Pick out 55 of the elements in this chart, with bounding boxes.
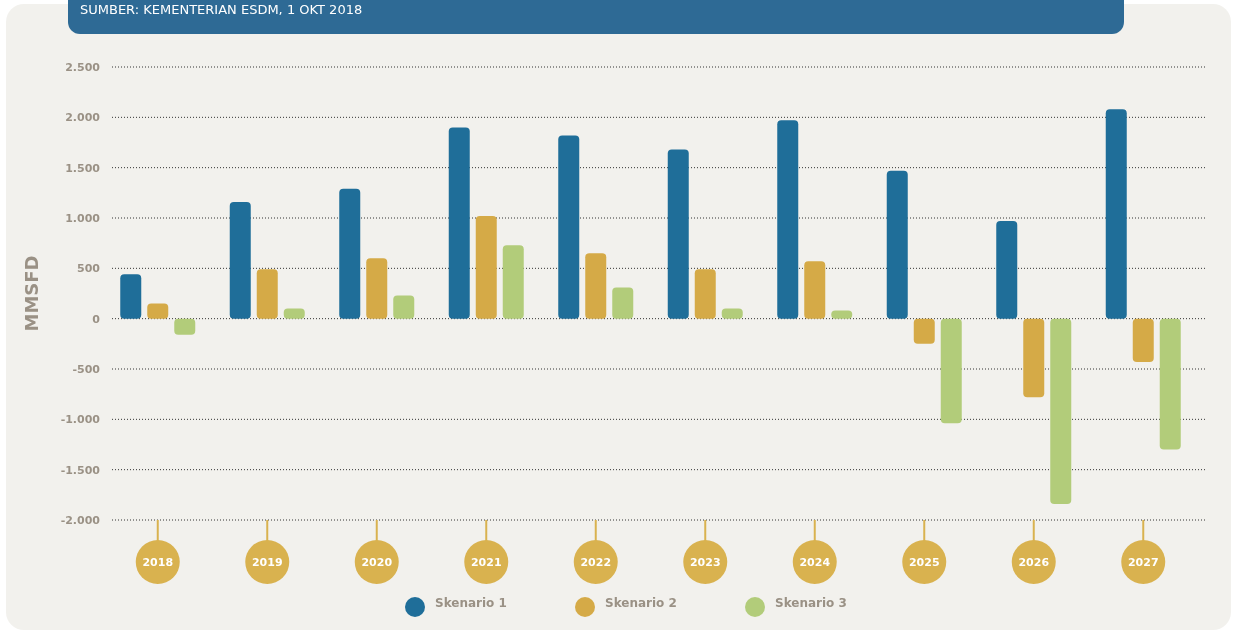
bar (721, 308, 743, 319)
bar (120, 274, 142, 319)
bar (886, 170, 908, 319)
bar (1050, 318, 1072, 504)
y-tick-label: -500 (72, 362, 101, 376)
bar (558, 135, 580, 319)
bar (174, 318, 196, 335)
bar (804, 261, 826, 319)
bar (1132, 318, 1154, 362)
y-tick-label: -1.500 (60, 463, 101, 477)
legend-label: Skenario 1 (435, 596, 507, 611)
bar (585, 253, 607, 319)
x-tick-label: 2025 (908, 555, 940, 569)
legend-label: Skenario 3 (775, 596, 847, 611)
bar (1159, 318, 1181, 450)
x-tick-label: 2023 (689, 555, 721, 569)
x-tick-label: 2020 (361, 555, 393, 569)
x-tick-label: 2024 (799, 555, 831, 569)
bar (448, 127, 470, 319)
x-tick-label: 2022 (580, 555, 612, 569)
bar (913, 318, 935, 344)
bar (667, 149, 689, 319)
y-tick-label: 0 (92, 312, 101, 326)
y-tick-label: 1.500 (65, 161, 101, 175)
text: SUMBER: KEMENTERIAN ESDM, 1 OKT 2018 (80, 2, 363, 17)
bar (147, 303, 169, 319)
legend-label: Skenario 2 (605, 596, 677, 611)
x-tick-label: 2019 (251, 555, 283, 569)
bar (502, 245, 524, 319)
bar (694, 269, 716, 319)
y-tick-label: -1.000 (60, 413, 101, 427)
bar (831, 310, 853, 319)
bar (996, 221, 1018, 319)
x-tick-label: 2018 (142, 555, 174, 569)
y-tick-label: 2.000 (65, 111, 101, 125)
bar (393, 295, 415, 319)
x-tick-label: 2027 (1127, 555, 1159, 569)
y-tick-label: 2.500 (65, 60, 101, 74)
y-tick-label: -2.000 (60, 513, 101, 527)
bar (229, 201, 251, 319)
x-tick-label: 2021 (470, 555, 502, 569)
bar (256, 269, 278, 319)
bar (366, 258, 388, 319)
y-axis-title: MMSFD (21, 255, 42, 332)
y-tick-label: 500 (77, 262, 101, 276)
x-tick-label: 2026 (1018, 555, 1050, 569)
bar (283, 308, 305, 319)
bar (1023, 318, 1045, 398)
bar (940, 318, 962, 424)
bar (777, 120, 799, 319)
bar (339, 188, 361, 319)
bar (612, 287, 634, 319)
bar (1105, 109, 1127, 319)
y-tick-label: 1.000 (65, 211, 101, 225)
bar (475, 215, 497, 319)
